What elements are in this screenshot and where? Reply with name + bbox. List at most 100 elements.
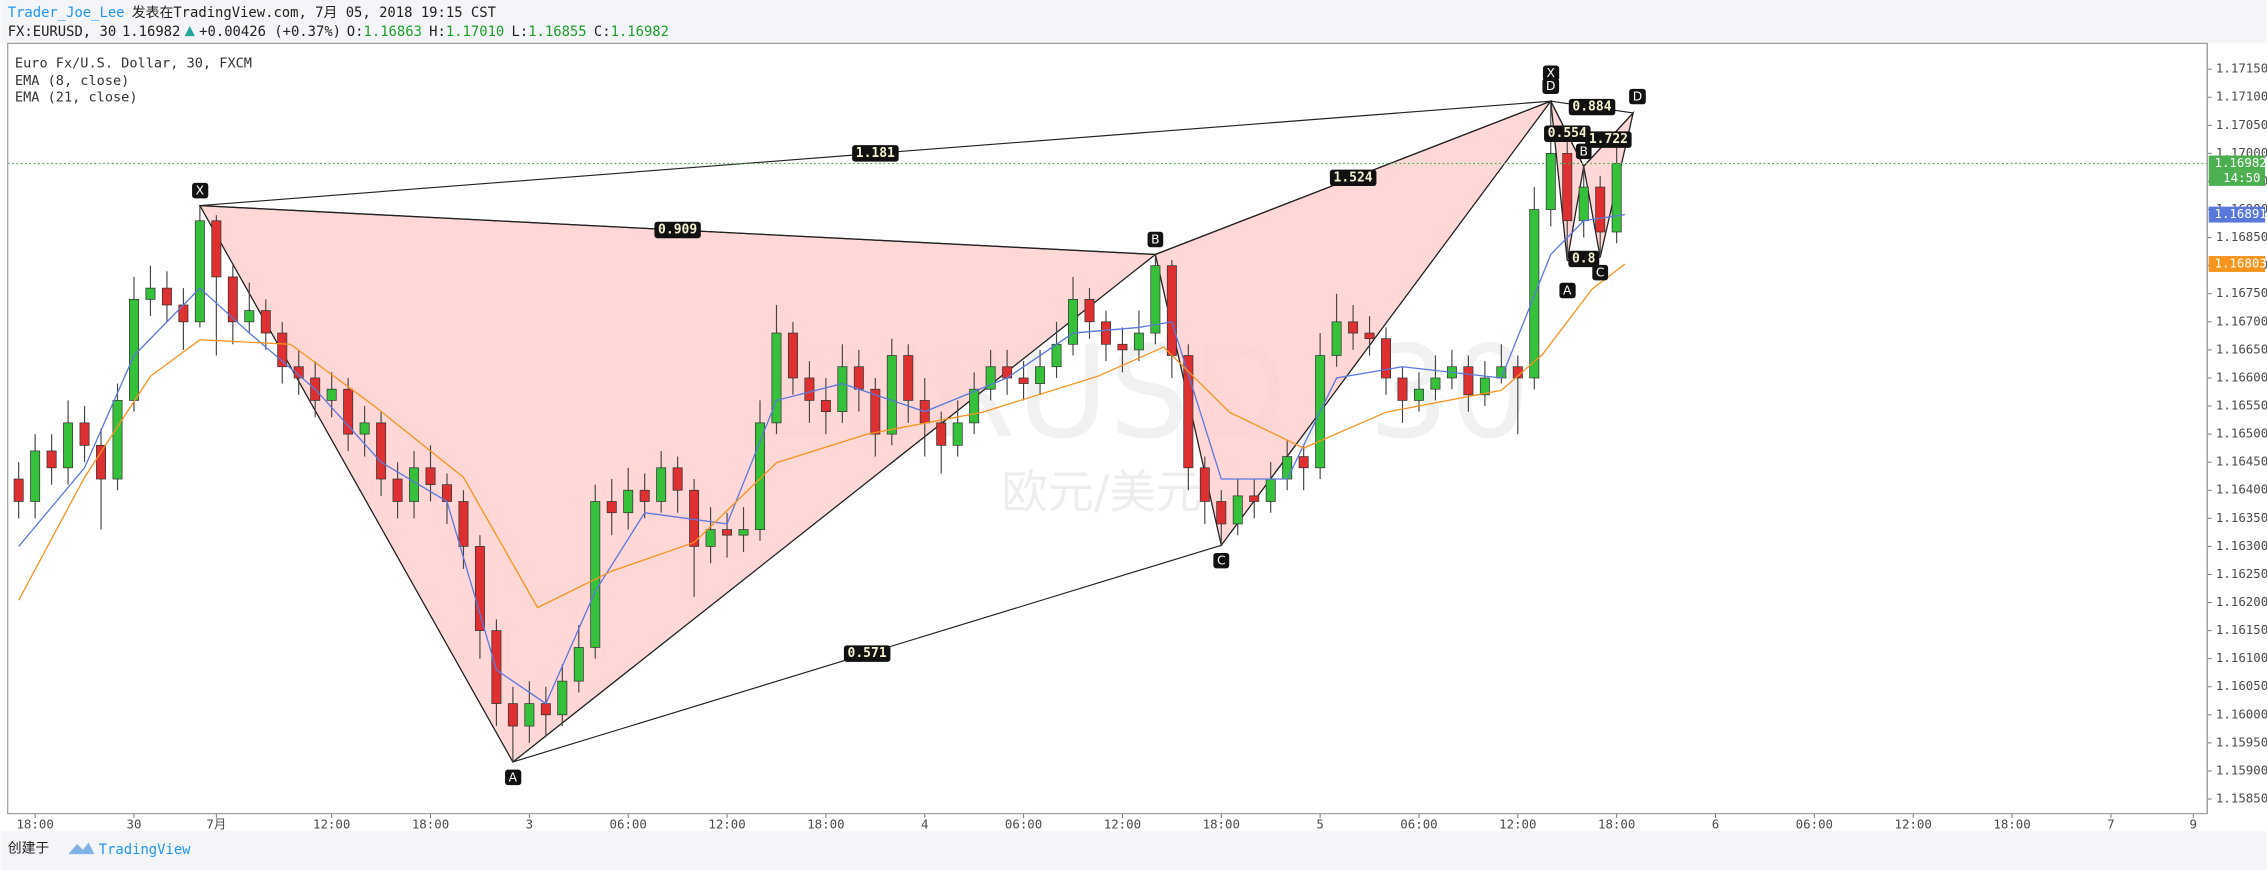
pattern-ratio-label: 1.181: [856, 146, 895, 161]
legend-study: EMA (21, close): [15, 90, 138, 106]
candle-body: [1265, 478, 1276, 502]
x-tick-label: 18:00: [1598, 817, 1635, 832]
candle-body: [1298, 456, 1309, 469]
pattern-ratio-label: 1.524: [1334, 170, 1373, 185]
x-tick-label: 12:00: [313, 817, 350, 832]
pattern-ratio-label: 0.554: [1548, 126, 1587, 141]
candle-body: [79, 422, 90, 446]
x-tick-label: 06:00: [610, 817, 647, 832]
study-badge: 1.16891: [2214, 206, 2266, 221]
y-tick-label: 1.16100: [2216, 650, 2267, 665]
candle-body: [1133, 332, 1144, 351]
candle-body: [326, 388, 337, 401]
x-tick-label: 12:00: [1104, 817, 1141, 832]
candle-body: [63, 422, 74, 469]
candle-body: [1414, 388, 1424, 401]
candle-body: [755, 422, 765, 530]
candle-body: [392, 478, 403, 502]
pattern-ratio-box: [1544, 125, 1591, 142]
candle-body: [1397, 377, 1408, 401]
pattern-point-label: C: [1596, 266, 1605, 280]
y-tick-label: 1.16000: [2216, 706, 2267, 721]
x-tick-label: 18:00: [807, 817, 844, 832]
candle-body: [656, 467, 667, 502]
candle-body: [1578, 186, 1589, 222]
candle-body: [540, 703, 551, 716]
y-tick-label: 1.16250: [2216, 566, 2267, 581]
candle-body: [1331, 321, 1342, 356]
candle-body: [590, 501, 601, 648]
candle-body: [1035, 366, 1046, 384]
candle-body: [1084, 299, 1095, 323]
candle-body: [507, 703, 518, 727]
candle-body: [1166, 265, 1177, 356]
countdown: 14:50: [2223, 170, 2260, 185]
logo-icon[interactable]: [68, 842, 95, 855]
pattern-point-label: A: [1563, 283, 1572, 297]
candle-body: [936, 422, 947, 446]
candle-body: [491, 630, 502, 704]
candle-body: [689, 489, 700, 547]
footer-brand[interactable]: TradingView: [99, 842, 191, 858]
pattern-point-label: C: [1217, 554, 1226, 568]
y-tick-label: 1.16850: [2216, 229, 2267, 244]
watermark-name: 欧元/美元: [1001, 465, 1202, 519]
x-tick-label: 6: [1712, 817, 1719, 832]
candle-body: [227, 276, 238, 323]
candle-body: [1364, 332, 1375, 340]
y-tick-label: 1.16550: [2216, 398, 2267, 413]
y-tick-label: 1.16200: [2216, 594, 2267, 609]
pattern-ratio-box: [1568, 250, 1600, 268]
candle-body: [376, 422, 387, 480]
candle-body: [903, 355, 914, 401]
x-tick-label: 06:00: [1005, 817, 1042, 832]
candle-body: [1381, 338, 1392, 379]
x-tick-label: 4: [921, 817, 928, 832]
candle-body: [425, 467, 436, 486]
legend-title: Euro Fx/U.S. Dollar, 30, FXCM: [15, 56, 252, 72]
change-up-icon: [184, 26, 195, 37]
pattern-point-label: X: [196, 184, 205, 198]
candle-body: [1068, 299, 1078, 345]
candle-body: [1100, 321, 1111, 345]
y-tick-label: 1.15900: [2216, 762, 2267, 777]
x-tick-label: 30: [127, 817, 142, 832]
y-tick-label: 1.15950: [2216, 734, 2267, 749]
ohlc-value: 1.16982: [611, 24, 669, 40]
ema-line: [18, 213, 1626, 705]
candle-body: [112, 400, 123, 480]
candle-body: [409, 467, 420, 502]
author-link[interactable]: Trader_Joe_Lee: [8, 5, 125, 21]
pattern-point-box: [1542, 78, 1560, 94]
ohlc-label: L:: [512, 24, 529, 40]
y-tick-label: 1.16600: [2216, 369, 2267, 384]
pattern-point-box: [505, 769, 522, 786]
candle-body: [870, 388, 881, 435]
x-tick-label: 9: [2190, 817, 2197, 832]
last-price: 1.16982: [122, 24, 180, 40]
y-tick-label: 1.17100: [2216, 89, 2267, 104]
pattern-ratio-label: 0.8: [1572, 251, 1596, 266]
candle-body: [1545, 153, 1556, 210]
pattern-point-box: [1213, 552, 1230, 569]
candle-body: [557, 680, 568, 716]
pattern-point-box: [1592, 264, 1609, 281]
candle-body: [194, 220, 205, 323]
candle-body: [1018, 377, 1029, 384]
candle-body: [787, 332, 798, 379]
candle-body: [96, 444, 107, 480]
ohlc-label: O:: [347, 24, 364, 40]
candle-body: [969, 388, 980, 424]
harmonic-pattern: 0.554 0.884 0.8 1.722 X A B C D: [1542, 65, 1646, 299]
candle-body: [30, 450, 41, 502]
candle-body: [1479, 377, 1490, 396]
x-tick-label: 7月: [206, 817, 226, 832]
y-tick-label: 1.15850: [2216, 791, 2267, 806]
tradingview-logo[interactable]: TradingView: [68, 842, 191, 858]
candle-body: [1611, 163, 1622, 233]
candle-body: [145, 287, 156, 300]
pattern-point-label: D: [1633, 90, 1642, 104]
pattern-point-box: [1629, 88, 1646, 105]
x-tick-label: 18:00: [16, 817, 53, 832]
